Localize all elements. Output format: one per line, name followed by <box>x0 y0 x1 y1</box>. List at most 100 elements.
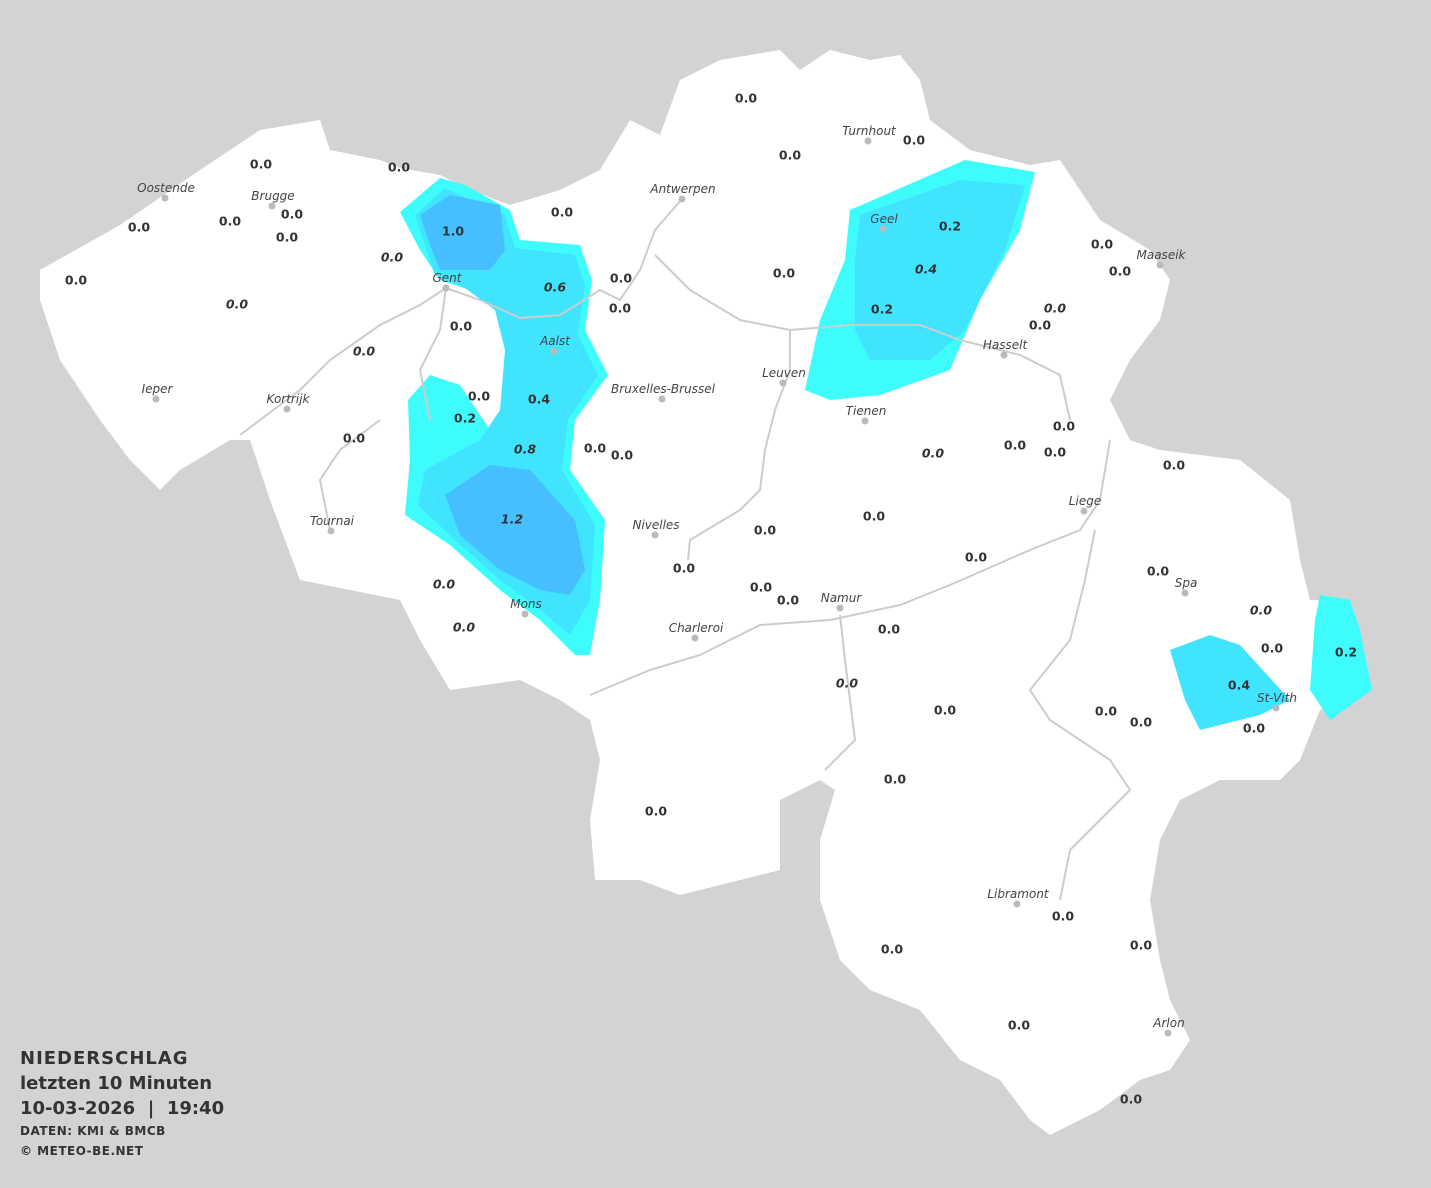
precip-value: 0.0 <box>1044 445 1066 460</box>
legend: NIEDERSCHLAG letzten 10 Minuten 10-03-20… <box>20 1046 224 1161</box>
precip-value: 0.0 <box>934 703 956 718</box>
precip-value: 0.2 <box>871 302 893 317</box>
precip-value: 0.2 <box>454 411 476 426</box>
date: 10-03-2026 <box>20 1098 136 1119</box>
belgium-land <box>40 50 1370 1135</box>
data-source: DATEN: KMI & BMCB <box>20 1124 166 1138</box>
city-dot <box>658 395 666 403</box>
precip-areas <box>400 160 1372 730</box>
precip-value: 1.2 <box>501 512 523 527</box>
city-label: Mons <box>510 597 542 611</box>
copyright: © METEO-BE.NET <box>20 1144 144 1158</box>
city-label: St-Vith <box>1257 691 1297 705</box>
map-title: NIEDERSCHLAG <box>20 1048 189 1069</box>
precip-value: 0.0 <box>754 523 776 538</box>
time: 19:40 <box>166 1098 225 1119</box>
precip-value: 0.0 <box>903 133 925 148</box>
precip-value: 0.2 <box>1335 645 1357 660</box>
precip-value: 0.0 <box>1163 458 1185 473</box>
precip-value: 0.0 <box>609 301 631 316</box>
city-dot <box>1080 507 1088 515</box>
city-label: Leuven <box>762 366 806 380</box>
precip-value: 0.0 <box>551 205 573 220</box>
city-dot <box>521 610 529 618</box>
city-label: Namur <box>821 591 863 605</box>
city-label: Maaseik <box>1137 248 1187 262</box>
precip-value: 0.0 <box>878 622 900 637</box>
city-dot <box>836 604 844 612</box>
precip-value: 0.0 <box>128 220 150 235</box>
city-label: Oostende <box>137 181 195 195</box>
precip-value: 0.0 <box>750 580 772 595</box>
precip-value: 0.0 <box>353 344 375 359</box>
precip-value: 0.8 <box>514 442 536 457</box>
city-dot <box>861 417 869 425</box>
precip-value: 0.0 <box>1044 301 1066 316</box>
precip-value: 0.2 <box>939 219 961 234</box>
precip-value: 0.0 <box>1029 318 1051 333</box>
precip-value: 0.0 <box>777 593 799 608</box>
city-label: Ieper <box>142 382 174 396</box>
city-label: Tienen <box>846 404 887 418</box>
precip-value: 0.0 <box>965 550 987 565</box>
city-dot <box>1156 261 1164 269</box>
precip-value: 0.0 <box>584 441 606 456</box>
city-label: Spa <box>1175 576 1198 590</box>
city-label: Tournai <box>310 514 355 528</box>
city-dot <box>442 284 450 292</box>
city-dot <box>1013 900 1021 908</box>
city-dot <box>691 634 699 642</box>
rivers <box>239 198 1132 901</box>
city-label: Hasselt <box>983 338 1029 352</box>
precip-value: 0.0 <box>226 297 248 312</box>
city-label: Geel <box>870 212 898 226</box>
separator: | <box>147 1098 155 1119</box>
precip-value: 0.0 <box>343 431 365 446</box>
precip-value: 0.0 <box>1261 641 1283 656</box>
city-dot <box>268 202 276 210</box>
precip-value: 0.0 <box>1004 438 1026 453</box>
precip-value: 0.0 <box>884 772 906 787</box>
precip-value: 0.0 <box>1130 938 1152 953</box>
city-dot <box>1272 704 1280 712</box>
precip-value: 0.0 <box>610 271 632 286</box>
city-dot <box>550 347 558 355</box>
precip-value: 0.0 <box>1053 419 1075 434</box>
precip-value: 1.0 <box>442 224 464 239</box>
precip-value: 0.4 <box>915 262 937 277</box>
precip-value: 0.6 <box>544 280 566 295</box>
precip-value: 0.0 <box>779 148 801 163</box>
precip-value: 0.0 <box>450 319 472 334</box>
precip-value: 0.0 <box>276 230 298 245</box>
city-label: Liege <box>1069 494 1101 508</box>
city-dot <box>864 137 872 145</box>
precip-value: 0.0 <box>250 157 272 172</box>
city-dot <box>779 379 787 387</box>
precip-value: 0.0 <box>1008 1018 1030 1033</box>
precip-value: 0.4 <box>528 392 550 407</box>
precip-value: 0.0 <box>1130 715 1152 730</box>
city-label: Arlon <box>1152 1016 1184 1030</box>
precip-value: 0.0 <box>922 446 944 461</box>
precip-value: 0.0 <box>1095 704 1117 719</box>
precip-value: 0.0 <box>773 266 795 281</box>
city-label: Aalst <box>539 334 571 348</box>
city-dot <box>327 527 335 535</box>
city-label: Gent <box>433 271 463 285</box>
precip-value: 0.0 <box>1243 721 1265 736</box>
map-subtitle: letzten 10 Minuten <box>20 1073 213 1094</box>
precip-value: 0.0 <box>881 942 903 957</box>
precip-value: 0.0 <box>281 207 303 222</box>
city-dot <box>1164 1029 1172 1037</box>
precip-value: 0.0 <box>1250 603 1272 618</box>
city-label: Bruxelles-Brussel <box>611 382 716 396</box>
precip-value: 0.0 <box>219 214 241 229</box>
precip-value: 0.0 <box>65 273 87 288</box>
city-dot <box>152 395 160 403</box>
city-label: Charleroi <box>669 621 724 635</box>
city-label: Libramont <box>987 887 1050 901</box>
precip-value: 0.0 <box>735 91 757 106</box>
precip-value: 0.0 <box>863 509 885 524</box>
precip-value: 0.0 <box>673 561 695 576</box>
